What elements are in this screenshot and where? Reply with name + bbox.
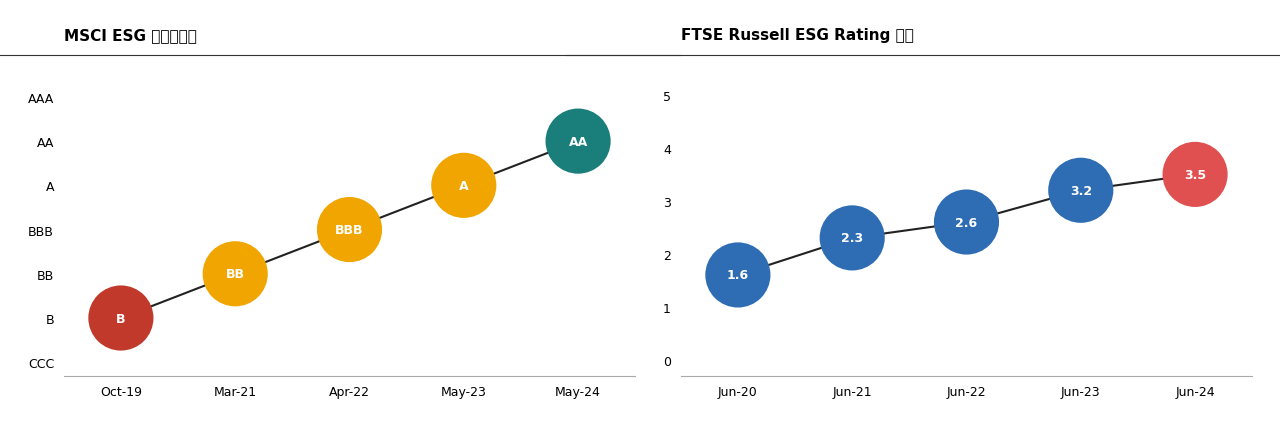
Text: 1.6: 1.6 <box>727 269 749 282</box>
Text: BB: BB <box>225 268 244 281</box>
Point <box>453 182 474 189</box>
Point <box>1070 187 1091 194</box>
Point <box>568 138 589 145</box>
Point <box>1185 172 1206 178</box>
Text: MSCI ESG 格付け推移: MSCI ESG 格付け推移 <box>64 28 197 43</box>
Text: BBB: BBB <box>335 224 364 236</box>
Text: 3.5: 3.5 <box>1184 169 1206 181</box>
Text: 2.3: 2.3 <box>841 232 863 245</box>
Point <box>956 219 977 226</box>
Point <box>225 271 246 278</box>
Point <box>110 315 131 322</box>
Text: 3.2: 3.2 <box>1070 184 1092 197</box>
Text: 2.6: 2.6 <box>955 216 978 229</box>
Point <box>339 227 360 233</box>
Point <box>727 272 748 279</box>
Text: FTSE Russell ESG Rating 推移: FTSE Russell ESG Rating 推移 <box>681 28 914 43</box>
Point <box>842 235 863 242</box>
Text: AA: AA <box>568 135 588 148</box>
Text: B: B <box>116 312 125 325</box>
Text: A: A <box>460 179 468 193</box>
